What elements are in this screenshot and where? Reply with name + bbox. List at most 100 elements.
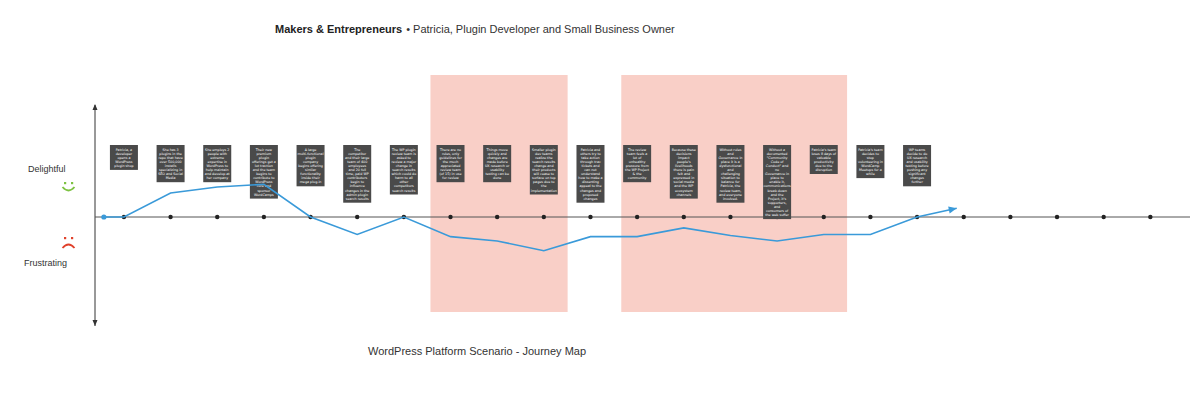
highlight-band xyxy=(621,75,847,312)
annotation: The reviewteam feels alot ofunhealthypre… xyxy=(623,145,651,182)
line-arrowhead xyxy=(948,207,957,214)
frown-icon xyxy=(63,237,75,248)
smiley-mouth xyxy=(63,187,75,191)
annotation-box xyxy=(483,145,511,182)
annotation-text: Patricia andothers try totake actionthro… xyxy=(578,148,602,201)
annotation: She has 3plugins in therepo that haveove… xyxy=(157,145,185,182)
start-dot xyxy=(101,214,106,219)
annotation-text: She has 3plugins in therepo that haveove… xyxy=(158,148,183,181)
annotation: WP teamsdecide to doUX researchand usabi… xyxy=(903,145,931,186)
x-tick xyxy=(1008,215,1012,219)
annotation-text: There are norules, onlyguidelines forthe… xyxy=(439,148,462,181)
highlight-band xyxy=(430,75,567,312)
annotation-line: channels xyxy=(676,193,691,197)
y-label-top: Delightful xyxy=(28,164,66,174)
data-group xyxy=(104,184,957,250)
annotation-box xyxy=(437,145,465,182)
background xyxy=(0,0,1200,401)
x-tick xyxy=(495,215,499,219)
x-tick xyxy=(448,215,452,219)
annotation: Smaller plugindev teamsrealize thesearch… xyxy=(530,145,558,195)
x-axis xyxy=(95,217,1190,218)
annotation-text: The reviewteam feels alot ofunhealthypre… xyxy=(625,148,650,181)
x-tick xyxy=(1055,215,1059,219)
annotation-line: her company xyxy=(206,176,228,180)
annotation-box xyxy=(810,145,838,174)
annotation-text: Patricia, adeveloperopens aWordPressplug… xyxy=(114,148,133,168)
annotation-box xyxy=(670,145,698,199)
x-tick xyxy=(168,215,172,219)
y-axis-arrow xyxy=(93,320,98,326)
x-tick xyxy=(962,215,966,219)
annotation-box xyxy=(203,145,231,182)
annotation-text: Things movequickly andchanges aremade be… xyxy=(485,148,510,181)
annotation-box xyxy=(763,145,791,219)
journey-map: Makers & Entrepreneurs• Patricia, Plugin… xyxy=(0,0,1200,401)
annotation-box xyxy=(903,145,931,186)
subtitle: • Patricia, Plugin Developer and Small B… xyxy=(406,23,675,35)
annotation: Without rulesandGovernance inplace it is… xyxy=(716,145,744,203)
annotation: Without adocumented"CommunityCode ofCond… xyxy=(763,145,791,219)
annotation-box xyxy=(576,145,604,203)
annotation: Things movequickly andchanges aremade be… xyxy=(483,145,511,182)
annotation-box xyxy=(157,145,185,182)
frown-eye xyxy=(64,237,66,239)
annotation-line: done xyxy=(493,176,501,180)
caption: WordPress Platform Scenario - Journey Ma… xyxy=(368,345,586,357)
x-tick xyxy=(588,215,592,219)
y-axis-arrow xyxy=(93,104,98,110)
y-label-bottom: Frustrating xyxy=(24,258,67,268)
annotation-line: search results xyxy=(346,197,369,201)
y-axis xyxy=(95,105,96,326)
annotation: Patricia andothers try totake actionthro… xyxy=(576,145,604,203)
annotation-text: WP teamsdecide to doUX researchand usabi… xyxy=(906,148,929,185)
annotation-box xyxy=(530,145,558,195)
annotation-line: implementation xyxy=(531,189,557,193)
annotation-line: mega plug-in xyxy=(300,180,322,184)
annotation-box xyxy=(110,145,138,170)
annotation-line: the web suffer xyxy=(765,213,789,217)
annotation: Patricia's teamdecides tostopvolunteerin… xyxy=(856,145,884,178)
annotation-line: community xyxy=(628,176,647,180)
annotation-box xyxy=(623,145,651,182)
annotation: She employs 2people withextremeexpertise… xyxy=(203,145,231,182)
annotation-box xyxy=(856,145,884,178)
x-tick xyxy=(822,215,826,219)
annotation-line: disruption xyxy=(815,168,832,172)
annotation-line: plugin shop xyxy=(114,164,133,168)
annotation-line: Media xyxy=(166,176,176,180)
x-tick xyxy=(262,215,266,219)
annotation-box xyxy=(343,145,371,203)
annotation-text: Because thesedecisionsimpactpeople'slive… xyxy=(672,148,696,197)
annotation-text: Without adocumented"CommunityCode ofCond… xyxy=(763,148,790,218)
x-tick xyxy=(682,215,686,219)
x-tick xyxy=(1101,215,1105,219)
annotation-box xyxy=(716,145,744,203)
annotation: Patricia's teamloses 8 days ofvaluablepr… xyxy=(810,145,838,174)
annotation-text: The WP pluginreview team isasked torevie… xyxy=(391,148,417,193)
annotation-line: further xyxy=(911,180,923,184)
annotation: Patricia, adeveloperopens aWordPressplug… xyxy=(110,145,138,170)
annotation: A largemulti-functionalplugincompanybegi… xyxy=(297,145,325,186)
x-tick xyxy=(1148,215,1152,219)
frown-eye xyxy=(71,237,73,239)
x-tick xyxy=(635,215,639,219)
annotation: The WP pluginreview team isasked torevie… xyxy=(390,145,418,195)
annotation-line: while xyxy=(866,172,875,176)
smiley-eye xyxy=(64,182,66,184)
annotation-line: for review xyxy=(442,176,459,180)
annotation: There are norules, onlyguidelines forthe… xyxy=(437,145,465,182)
annotation-text: Patricia's teamdecides tostopvolunteerin… xyxy=(858,148,883,177)
x-tick xyxy=(728,215,732,219)
journey-line xyxy=(104,184,957,250)
frown-mouth xyxy=(63,245,75,249)
x-tick xyxy=(542,215,546,219)
annotation-line: changes xyxy=(584,197,598,201)
annotation-text: Smaller plugindev teamsrealize thesearch… xyxy=(531,148,557,193)
annotation-text: She employs 2people withextremeexpertise… xyxy=(205,148,230,181)
x-tick xyxy=(215,215,219,219)
annotation-text: A largemulti-functionalplugincompanybegi… xyxy=(298,148,324,185)
annotation-box xyxy=(297,145,325,186)
annotation: Because thesedecisionsimpactpeople'slive… xyxy=(670,145,698,199)
annotation-text: Patricia's teamloses 8 days ofvaluablepr… xyxy=(811,148,836,173)
